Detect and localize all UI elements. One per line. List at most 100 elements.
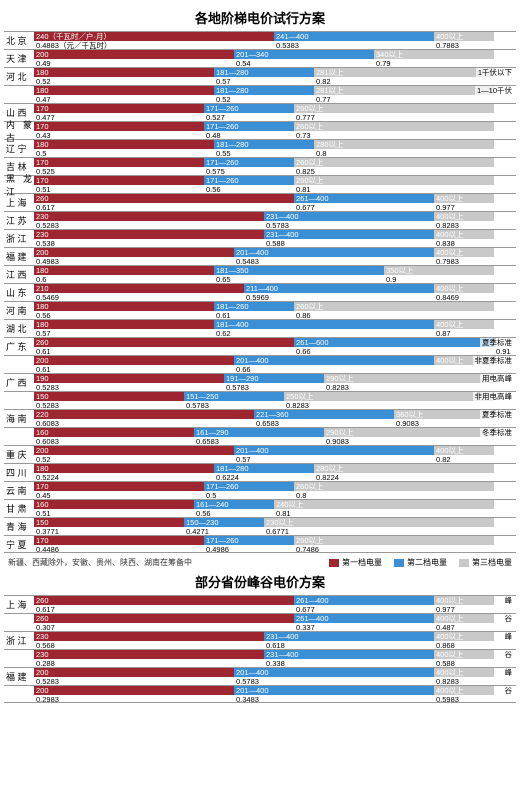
price-label: 0.87 — [434, 329, 494, 338]
data-row: 260261—400400以上谷0.3070.3370.487 — [4, 613, 516, 631]
data-row: 吉 林170171—260260以上0.5250.5750.825 — [4, 157, 516, 175]
tier-segment: 261—600 — [294, 338, 494, 347]
province-label — [4, 356, 34, 373]
tier-segment: 231—400 — [264, 632, 434, 641]
bar-area: 180181—260260以上0.560.610.86 — [34, 302, 516, 319]
tier-segment: 260 — [34, 338, 294, 347]
province-label: 浙 江 — [4, 632, 34, 649]
row-note: 非用电高峰 — [473, 392, 515, 401]
price-label: 0.5783 — [184, 401, 284, 410]
tier-segment: 281以上 — [314, 68, 494, 77]
tier-segment: 230 — [34, 632, 264, 641]
tier-segment: 171—260 — [204, 176, 294, 185]
tier-segment: 400以上 — [434, 248, 494, 257]
tier-segment: 281以上 — [314, 86, 494, 95]
price-label: 0.8283 — [434, 677, 494, 686]
tier-segment: 200 — [34, 668, 234, 677]
price-label: 0.91 — [494, 347, 496, 356]
tier-segment: 200 — [34, 446, 234, 455]
bar-area: 150151—250250以上非用电高峰0.52830.57830.8283 — [34, 392, 516, 409]
bar-area: 170171—260260以上0.430.480.73 — [34, 122, 516, 139]
price-label: 0.5983 — [434, 695, 494, 704]
tier-segment: 180 — [34, 86, 214, 95]
tier-segment: 180 — [34, 320, 214, 329]
price-label: 0.4883（元／千瓦时） — [34, 41, 274, 50]
tier-segment: 170 — [34, 176, 204, 185]
province-label: 内蒙古 — [4, 122, 34, 139]
data-row: 甘 肃160161—240240以上0.510.560.81 — [4, 499, 516, 517]
price-label: 0.6083 — [34, 437, 194, 446]
tier-segment: 170 — [34, 104, 204, 113]
price-label: 0.5383 — [274, 41, 434, 50]
data-row: 重 庆200201—400400以上0.520.570.82 — [4, 445, 516, 463]
price-label: 0.527 — [204, 113, 294, 122]
tier-segment: 200 — [34, 356, 234, 365]
tier-segment: 241—400 — [274, 32, 434, 41]
province-label: 辽 宁 — [4, 140, 34, 157]
tier-segment: 181—350 — [214, 266, 384, 275]
tier-segment: 400以上 — [434, 212, 494, 221]
price-label: 0.61 — [34, 347, 294, 356]
tier-segment: 260以上 — [294, 122, 494, 131]
tier-segment: 160 — [34, 500, 194, 509]
province-label: 北 京 — [4, 32, 34, 49]
province-label: 山 东 — [4, 284, 34, 301]
data-row: 上 海260261—400400以上0.6170.6770.977 — [4, 193, 516, 211]
tier-segment: 290以上 — [324, 428, 494, 437]
province-label: 四 川 — [4, 464, 34, 481]
price-label: 0.4271 — [184, 527, 264, 536]
bar-area: 200201—400400以上0.520.570.82 — [34, 446, 516, 463]
price-label — [434, 365, 494, 374]
data-row: 广 西190191—290290以上用电高峰0.52830.57830.8283 — [4, 373, 516, 391]
legend-row: 新疆、西藏除外，安徽、贵州、陕西、湖南在筹备中 第一档电量 第二档电量 第三档电… — [8, 557, 512, 568]
tier-segment: 400以上 — [434, 596, 494, 605]
bar-area: 240（千瓦时／户·月）241—400400以上0.4883（元／千瓦时）0.5… — [34, 32, 516, 49]
tier-segment: 231—400 — [264, 230, 434, 239]
price-label: 0.82 — [434, 455, 494, 464]
price-label: 0.307 — [34, 623, 294, 632]
province-label: 福 建 — [4, 668, 34, 685]
price-label: 0.49 — [34, 59, 234, 68]
tier-segment: 340以上 — [374, 50, 494, 59]
bar-area: 150150—230230以上0.37710.42710.6771 — [34, 518, 516, 535]
data-row: 海 南220221—360360以上夏季标准0.60830.65830.9083 — [4, 409, 516, 427]
tier-segment: 181—260 — [214, 302, 294, 311]
data-row: 230231—400400以上谷0.2880.3380.588 — [4, 649, 516, 667]
price-label: 0.5783 — [264, 221, 434, 230]
bar-area: 170171—260260以上0.510.560.81 — [34, 176, 516, 193]
price-label: 0.52 — [214, 95, 314, 104]
province-label — [4, 614, 34, 631]
tier-segment: 151—250 — [184, 392, 284, 401]
tier-segment: 170 — [34, 122, 204, 131]
data-row: 180181—280281以上1—10千伏0.470.520.77 — [4, 85, 516, 103]
data-row: 河 北180181—280281以上1千伏以下0.520.570.82 — [4, 67, 516, 85]
price-label: 0.56 — [204, 185, 294, 194]
province-label — [4, 392, 34, 409]
tier-segment: 180 — [34, 140, 214, 149]
price-label: 0.618 — [264, 641, 434, 650]
province-label: 上 海 — [4, 596, 34, 613]
data-row: 宁 夏170171—260260以上0.44860.49860.7486 — [4, 535, 516, 553]
price-label: 0.5783 — [224, 383, 324, 392]
title-1: 各地阶梯电价试行方案 — [4, 8, 516, 27]
price-label: 0.66 — [294, 347, 494, 356]
row-note: 谷 — [503, 686, 515, 695]
bar-area: 200201—400400以上峰0.52830.57830.8283 — [34, 668, 516, 685]
row-note: 用电高峰 — [480, 374, 514, 383]
bar-area: 260261—600600以上夏季标准0.610.660.91 — [34, 338, 516, 355]
price-label: 0.54 — [234, 59, 374, 68]
province-label — [4, 686, 34, 702]
tier-segment: 201—400 — [234, 446, 434, 455]
tier-segment: 400以上 — [434, 32, 494, 41]
price-label: 0.288 — [34, 659, 264, 668]
price-label: 0.5224 — [34, 473, 214, 482]
tier-segment: 400以上 — [434, 230, 494, 239]
tier-segment: 200 — [34, 686, 234, 695]
price-label: 0.6083 — [34, 419, 254, 428]
price-label: 0.5283 — [34, 677, 234, 686]
province-label: 河 南 — [4, 302, 34, 319]
price-label: 0.52 — [34, 77, 214, 86]
tier-segment: 240以上 — [274, 500, 494, 509]
province-label: 江 西 — [4, 266, 34, 283]
bar-area: 180181—280281以上1—10千伏0.470.520.77 — [34, 86, 516, 103]
